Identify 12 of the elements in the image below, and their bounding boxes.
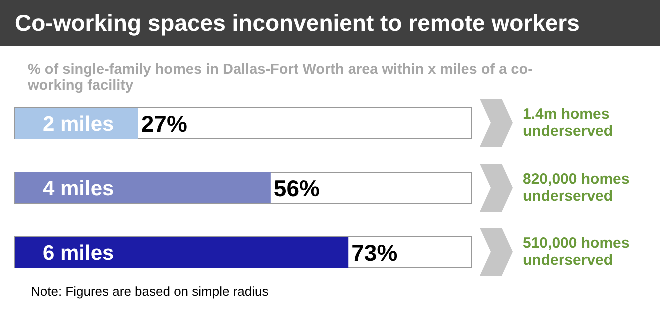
y-tick-label: 4 miles bbox=[43, 178, 114, 201]
y-tick-label: 2 miles bbox=[43, 113, 114, 136]
text: 1.4m homes underserved bbox=[523, 106, 614, 140]
text: 510,000 homes underserved bbox=[523, 235, 631, 270]
text: 820,000 homes underserved bbox=[523, 170, 631, 205]
data-label: 27% bbox=[141, 110, 188, 137]
annotation: Note: Figures are based on simple radius bbox=[31, 284, 269, 299]
data-label: 56% bbox=[274, 175, 320, 202]
y-tick-label: 6 miles bbox=[43, 242, 114, 266]
chart-subtitle: % of single-family homes in Dallas-Fort Worth area within x miles of a co-working facility bbox=[28, 62, 534, 94]
data-label: 73% bbox=[352, 240, 398, 266]
chart-title: Co-working spaces inconvenient to remote workers bbox=[0, 0, 660, 46]
